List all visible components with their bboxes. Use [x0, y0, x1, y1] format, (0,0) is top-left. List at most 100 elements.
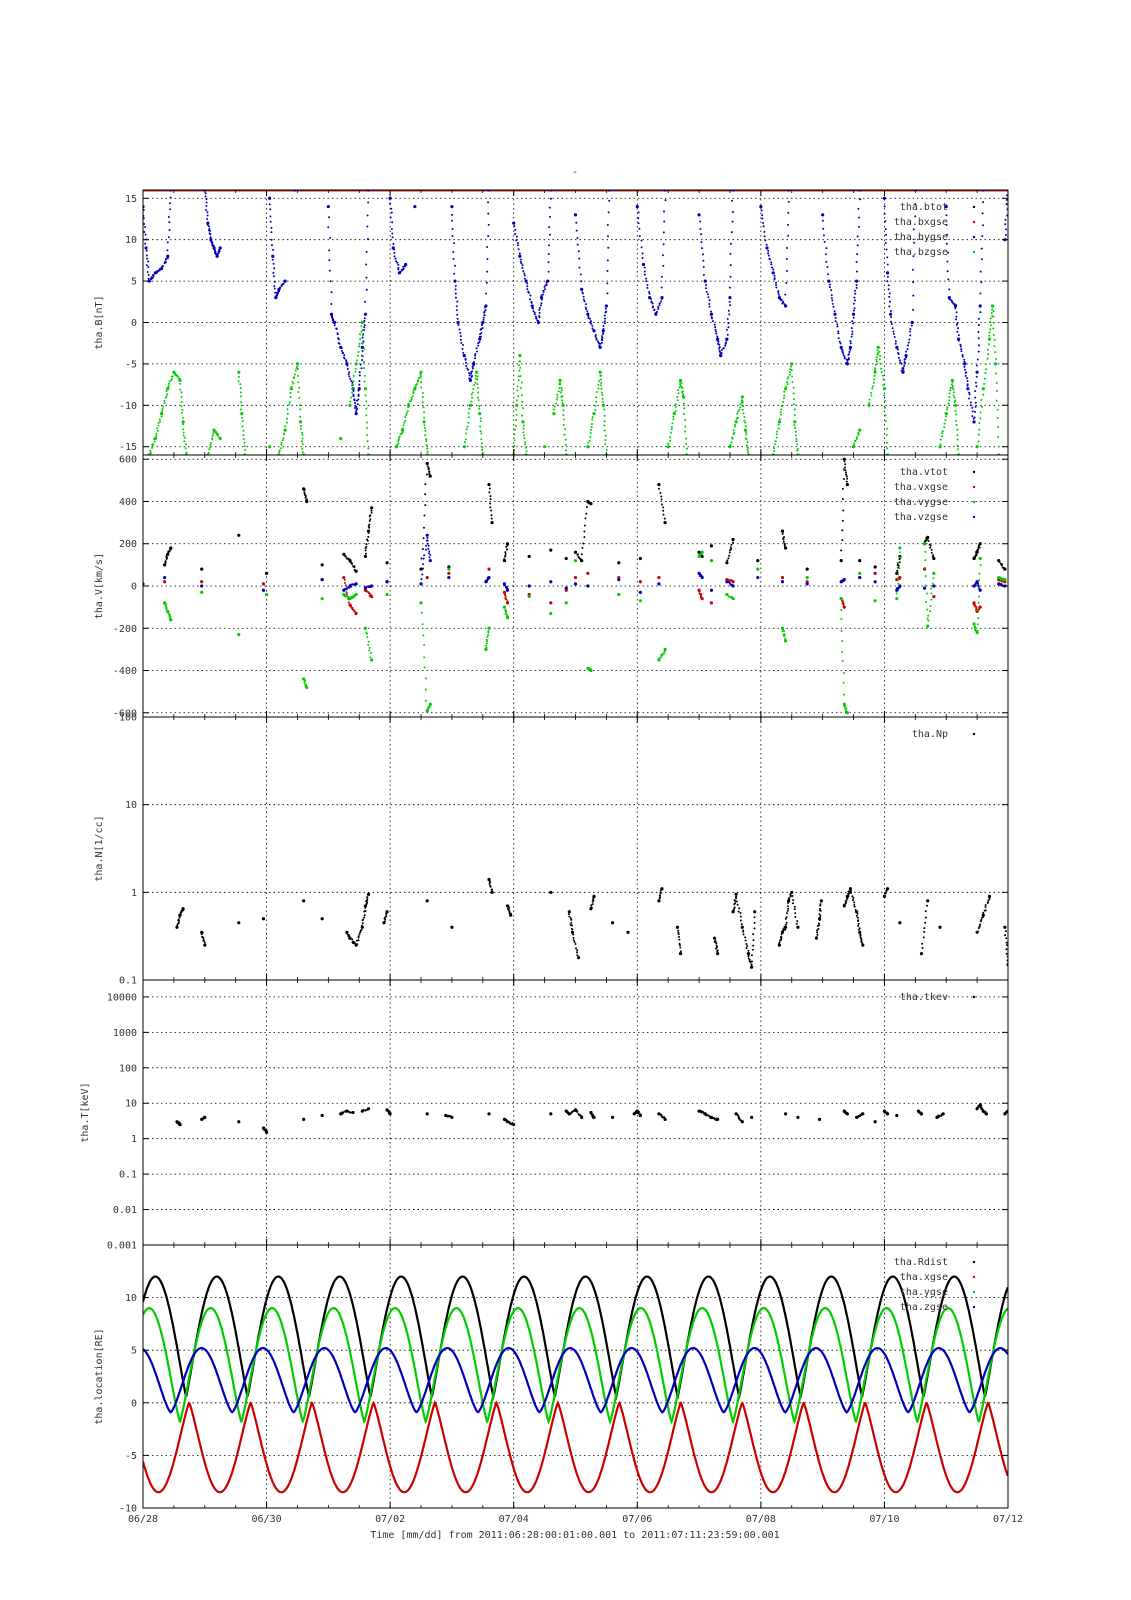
data-point: [679, 947, 681, 949]
y-tick-label: -15: [119, 442, 137, 453]
data-point: [505, 599, 507, 601]
data-point: [162, 406, 164, 408]
data-point: [297, 368, 299, 370]
data-point: [741, 926, 744, 929]
data-point: [949, 389, 951, 391]
y-axis-title: tha.N[1/cc]: [94, 815, 105, 881]
data-point: [684, 419, 686, 421]
data-point: [657, 308, 659, 310]
data-point: [982, 387, 985, 390]
data-point: [279, 449, 281, 451]
data-point: [856, 284, 858, 286]
data-point: [971, 407, 973, 409]
data-point: [425, 677, 427, 679]
data-point: [923, 936, 925, 938]
data-point: [873, 382, 875, 384]
data-point: [270, 227, 272, 229]
data-point: [946, 243, 948, 245]
data-point: [778, 424, 780, 426]
data-point: [517, 395, 519, 397]
data-point: [594, 405, 596, 407]
data-point: [348, 596, 350, 598]
data-point: [713, 937, 716, 940]
data-point: [165, 261, 167, 263]
data-point: [205, 205, 207, 207]
data-point: [782, 401, 784, 403]
data-point: [301, 440, 303, 442]
data-point: [364, 301, 366, 303]
data-point: [454, 265, 456, 267]
data-point: [485, 309, 487, 311]
data-point: [794, 424, 796, 426]
data-point: [352, 380, 354, 382]
data-point: [857, 917, 859, 919]
data-point: [183, 434, 185, 436]
data-point: [985, 1113, 987, 1115]
data-point: [360, 929, 362, 931]
data-point: [605, 304, 608, 307]
data-point: [858, 929, 860, 931]
data-point: [590, 323, 592, 325]
data-point: [392, 243, 394, 245]
data-point: [343, 354, 345, 356]
data-point: [427, 548, 429, 550]
data-point: [390, 216, 392, 218]
data-point: [731, 200, 733, 202]
data-point: [202, 940, 204, 942]
data-point: [979, 547, 981, 549]
data-point: [361, 925, 363, 927]
data-point: [958, 340, 960, 342]
data-point: [747, 441, 749, 443]
data-point: [361, 321, 364, 324]
data-point: [982, 912, 984, 914]
data-point: [663, 210, 665, 212]
data-point: [209, 233, 211, 235]
data-point: [1004, 223, 1006, 225]
data-point: [888, 305, 890, 307]
data-point: [843, 694, 845, 696]
data-point: [658, 488, 660, 490]
data-point: [879, 358, 881, 360]
data-point: [208, 225, 210, 227]
data-point: [580, 288, 583, 291]
data-point: [874, 369, 876, 371]
data-point: [884, 400, 886, 402]
y-tick-label: 0: [131, 582, 137, 593]
data-point: [338, 338, 340, 340]
data-point: [487, 201, 489, 203]
data-point: [886, 428, 888, 430]
data-point: [837, 330, 839, 332]
data-point: [844, 357, 846, 359]
data-point: [548, 253, 550, 255]
data-point: [241, 417, 243, 419]
data-point: [970, 401, 972, 403]
data-point: [843, 458, 846, 461]
data-point: [796, 923, 798, 925]
data-point: [209, 444, 211, 446]
data-point: [722, 347, 724, 349]
data-point: [354, 402, 356, 404]
data-point: [930, 587, 932, 589]
data-point: [731, 538, 734, 541]
data-point: [385, 915, 387, 917]
data-point: [160, 412, 163, 415]
data-point: [858, 931, 861, 934]
data-point: [200, 580, 203, 583]
data-point: [747, 955, 749, 957]
data-point: [597, 384, 599, 386]
data-point: [517, 244, 519, 246]
data-point: [586, 572, 589, 575]
data-point: [882, 375, 884, 377]
data-point: [816, 934, 818, 936]
data-point: [152, 443, 154, 445]
data-point: [519, 367, 521, 369]
data-point: [745, 943, 747, 945]
data-point: [559, 384, 561, 386]
data-point: [539, 312, 541, 314]
data-point: [558, 387, 560, 389]
data-point: [490, 514, 492, 516]
data-point: [787, 235, 789, 237]
data-point: [776, 433, 778, 435]
data-point: [751, 960, 753, 962]
